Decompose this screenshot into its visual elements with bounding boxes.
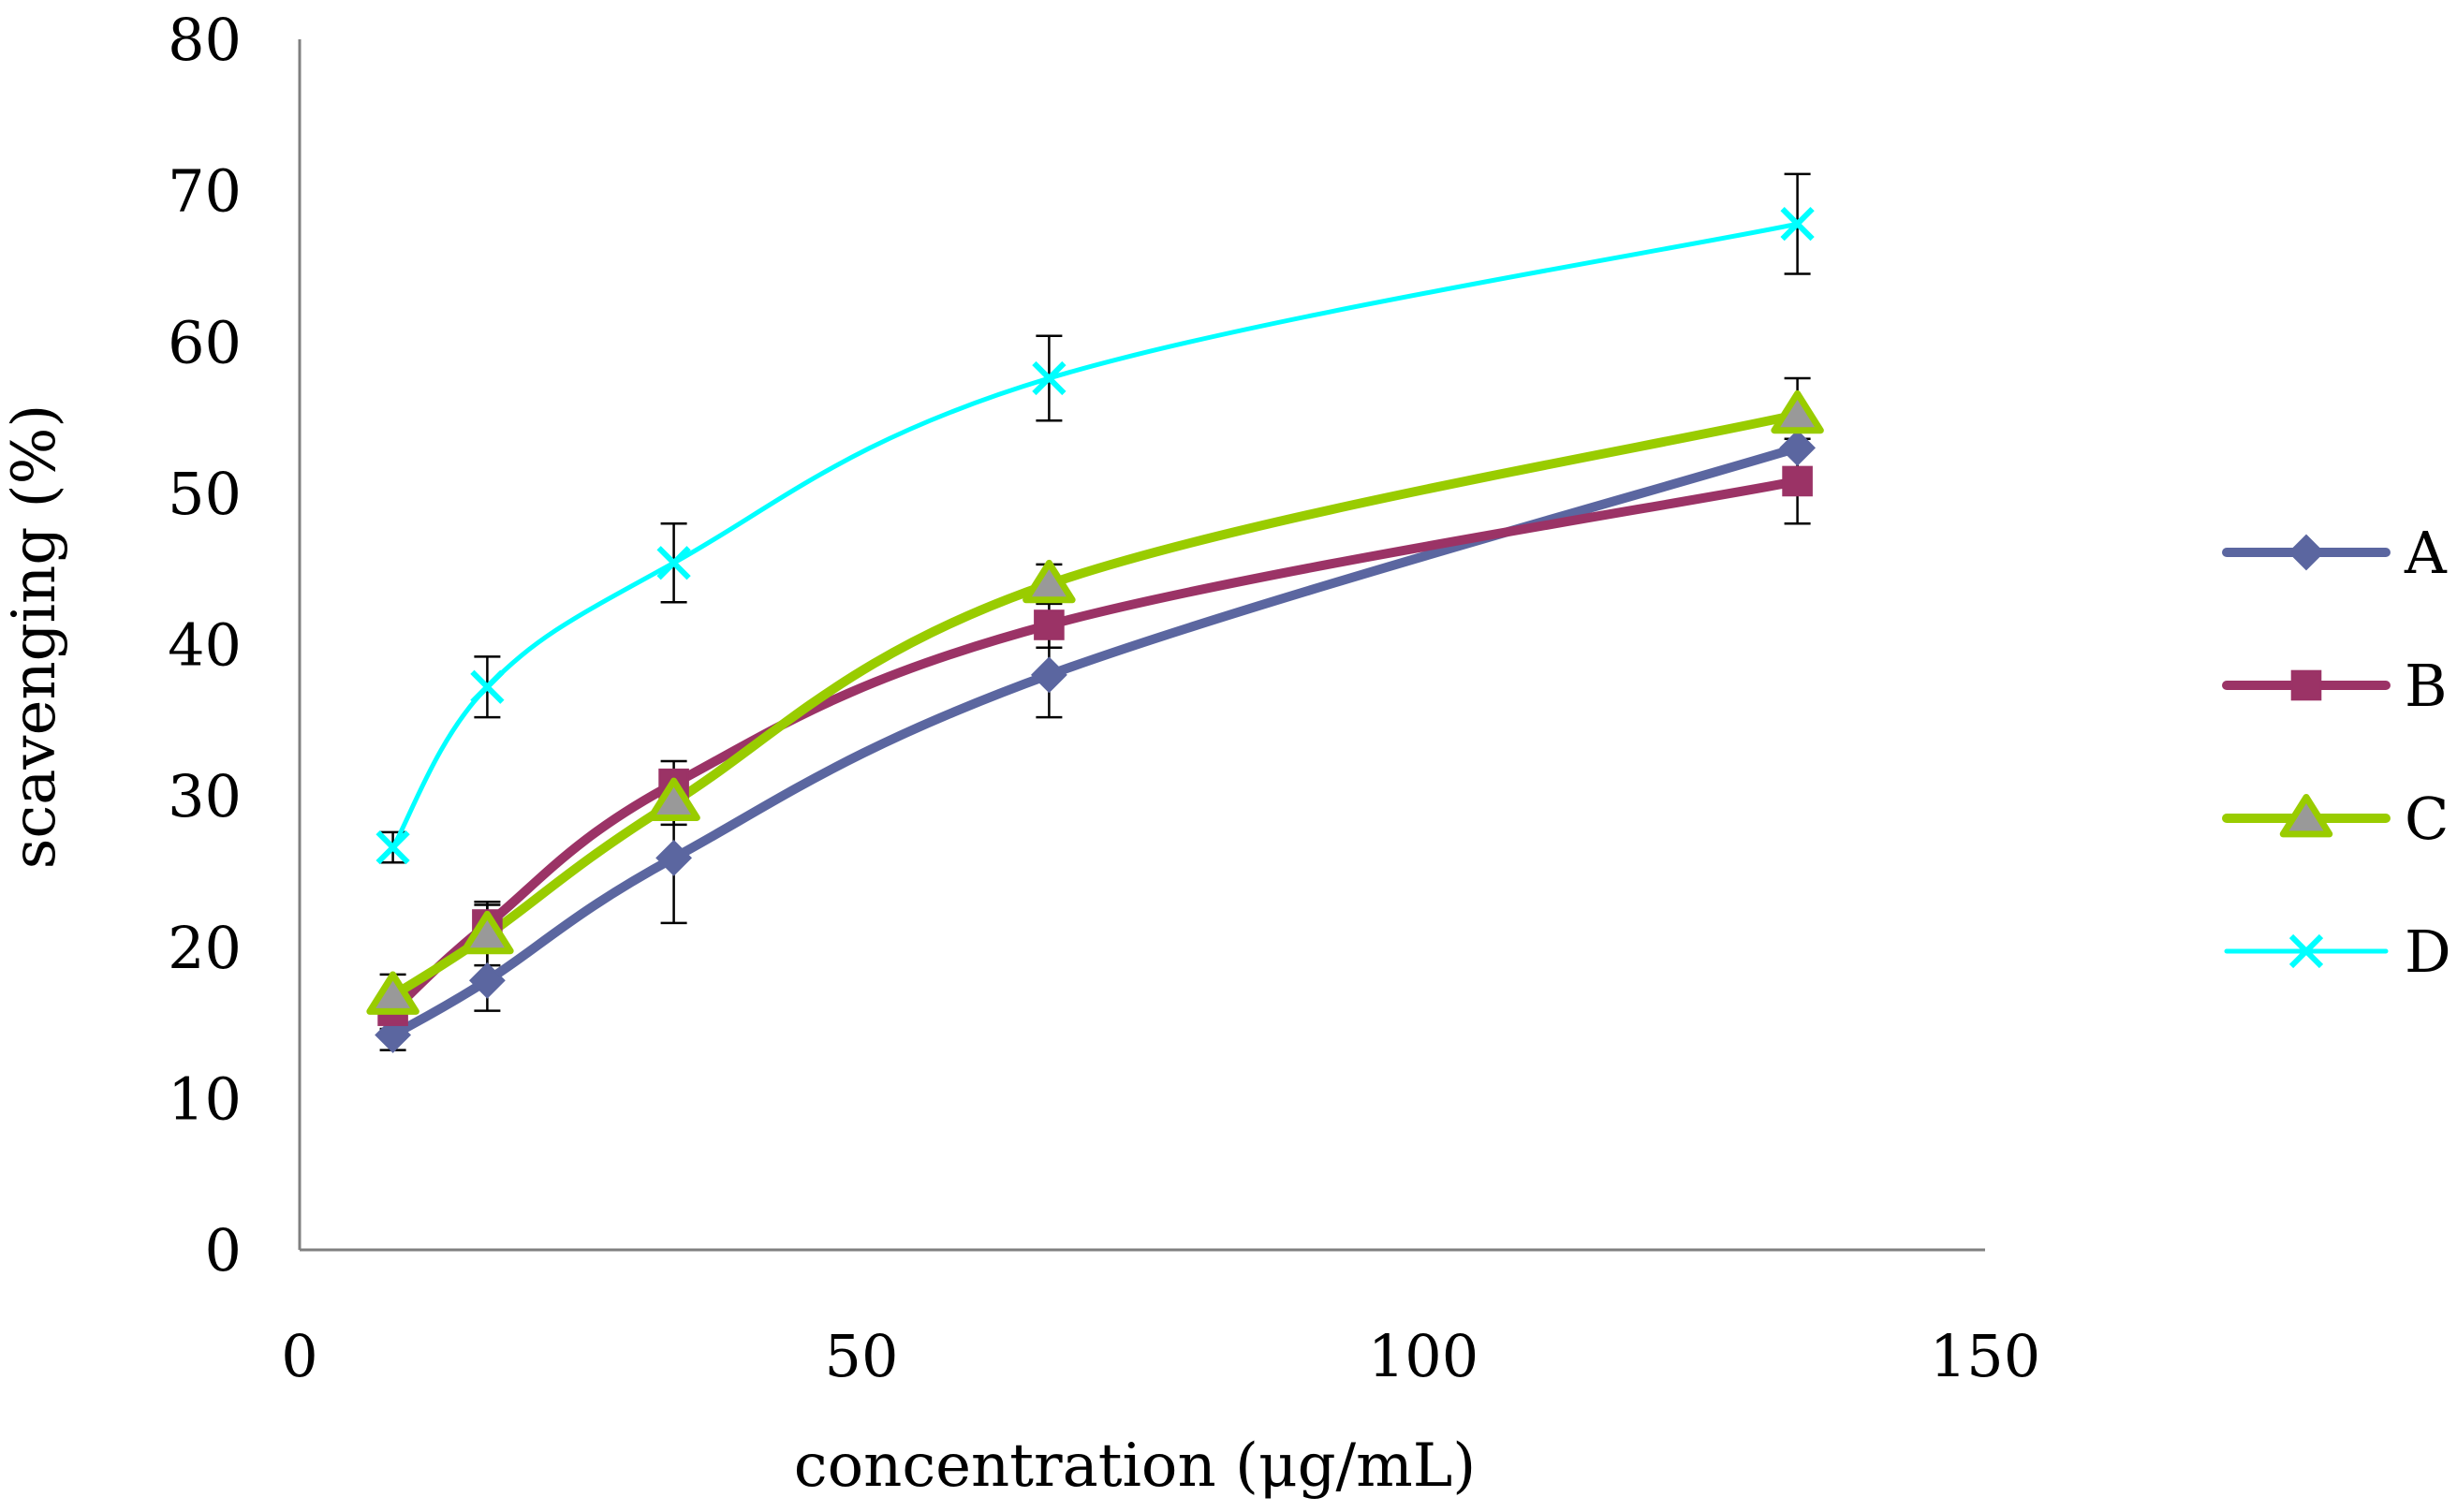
data-point [1034, 609, 1065, 640]
x-tick-label: 0 [281, 1322, 317, 1390]
data-point [1780, 207, 1815, 242]
y-tick-label: 10 [168, 1064, 242, 1133]
data-point [1030, 656, 1067, 694]
y-tick-label: 70 [168, 157, 242, 226]
legend-item-b: B [2222, 652, 2448, 720]
data-point [656, 546, 691, 580]
data-point [1782, 465, 1813, 497]
data-point [375, 1017, 412, 1053]
data-point [1032, 360, 1067, 396]
series-line-d [390, 221, 1801, 850]
y-axis-title: scavenging (%) [0, 404, 69, 870]
y-tick-label: 50 [168, 460, 242, 528]
legend-label: A [2404, 519, 2448, 587]
y-tick-label: 60 [168, 308, 242, 376]
series-line-a [388, 443, 1802, 1040]
data-point [1771, 389, 1824, 434]
legend-label: C [2405, 785, 2449, 853]
series-line-c [388, 409, 1802, 1001]
data-point [461, 910, 514, 955]
y-tick-label: 30 [168, 762, 242, 830]
data-point [366, 971, 419, 1015]
x-axis-ticks: 0 50 100 150 [281, 1322, 2040, 1390]
y-tick-label: 80 [168, 6, 242, 74]
legend-item-c: C [2222, 785, 2449, 853]
y-tick-label: 40 [168, 611, 242, 680]
legend-item-a: A [2222, 519, 2448, 587]
data-point [470, 669, 505, 704]
legend-label: B [2405, 652, 2448, 720]
data-point [375, 829, 410, 865]
axes [298, 39, 1985, 1252]
x-tick-label: 50 [825, 1322, 899, 1390]
legend-marker [2288, 933, 2324, 969]
legend-label: D [2405, 917, 2451, 986]
series-lines [388, 221, 1802, 1040]
y-tick-label: 0 [205, 1216, 242, 1284]
legend-marker [2290, 669, 2322, 701]
data-point [655, 839, 693, 876]
data-point [468, 962, 506, 999]
y-tick-label: 20 [168, 914, 242, 982]
legend-marker [2288, 534, 2325, 571]
data-point [1779, 429, 1817, 466]
x-axis-title: concentration (μg/mL) [794, 1431, 1477, 1501]
series-line-b [388, 476, 1802, 1016]
y-axis-ticks: 0 10 20 30 40 50 60 70 80 [168, 6, 242, 1284]
series-markers [366, 207, 1824, 1053]
legend-marker [2279, 794, 2333, 838]
data-point [1023, 559, 1076, 604]
x-tick-label: 100 [1368, 1322, 1479, 1390]
legend-item-d: D [2224, 917, 2451, 986]
x-tick-label: 150 [1930, 1322, 2040, 1390]
data-point [647, 777, 700, 821]
